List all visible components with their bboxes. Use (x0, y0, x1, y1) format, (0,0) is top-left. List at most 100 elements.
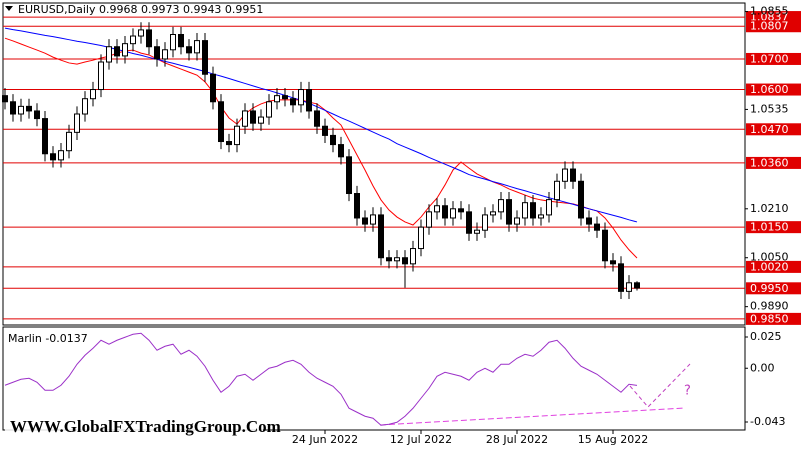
level-label: 1.0700 (750, 52, 789, 65)
candle-body (274, 95, 280, 103)
level-label: 0.9950 (750, 282, 789, 295)
candle-body (26, 105, 32, 112)
level-label-box (746, 11, 801, 24)
candle-body (314, 110, 320, 127)
candle-body (114, 46, 120, 57)
candle-body (490, 211, 496, 216)
y-tick-label: 1.0535 (750, 102, 789, 115)
candle-body (522, 202, 528, 219)
candle-body (98, 61, 104, 91)
level-label-box (746, 260, 801, 273)
indicator-line (4, 332, 638, 426)
candle-body (594, 223, 600, 231)
candle-body (18, 105, 24, 115)
candle-body (218, 101, 224, 143)
support-trendline (379, 407, 686, 426)
candle-body (306, 89, 312, 112)
candle-body (202, 40, 208, 75)
candle-body (354, 193, 360, 219)
candle-body (250, 110, 256, 124)
watermark-bg (5, 413, 263, 441)
candle-body (346, 156, 352, 195)
x-tick-label: 15 Aug 2022 (578, 433, 648, 446)
candle-body (138, 29, 144, 37)
level-label-box (746, 52, 801, 65)
candle-body (154, 46, 160, 60)
x-tick-label: 12 Jul 2022 (390, 433, 452, 446)
candle-body (450, 208, 456, 219)
candle-body (362, 217, 368, 225)
x-tick-label: 28 Jul 2022 (486, 433, 548, 446)
candle-body (106, 46, 112, 63)
candle-body (378, 214, 384, 259)
candle-body (162, 49, 168, 60)
level-label-box (746, 20, 801, 33)
candle-body (74, 113, 80, 133)
candle-body (394, 257, 400, 262)
candle-body (10, 101, 16, 115)
candle-body (610, 260, 616, 265)
candle-body (42, 118, 48, 155)
collapse-arrow (5, 6, 13, 11)
level-label-box (746, 221, 801, 234)
candle-body (242, 110, 248, 127)
candle-body (282, 95, 288, 100)
candle-body (530, 202, 536, 219)
candle-body (122, 43, 128, 57)
candle-body (2, 95, 8, 103)
candle-body (370, 214, 376, 225)
level-label: 1.0470 (750, 123, 789, 136)
candle-body (50, 153, 56, 161)
candle-body (90, 89, 96, 100)
candle-body (226, 141, 232, 146)
y-tick-label: 0.9890 (750, 300, 789, 313)
candle-body (474, 229, 480, 234)
level-label: 0.9850 (750, 312, 789, 325)
candle-body (434, 205, 440, 213)
candle-body (554, 180, 560, 201)
candle-body (58, 150, 64, 161)
candle-body (130, 35, 136, 45)
candle-body (338, 144, 344, 158)
candle-body (418, 226, 424, 250)
level-label-box (746, 123, 801, 136)
candle-body (186, 46, 192, 54)
level-label-box (746, 312, 801, 325)
candle-body (562, 168, 568, 182)
level-label: 1.0150 (750, 221, 789, 234)
y-tick-label: 1.0050 (750, 251, 789, 264)
candle-body (442, 205, 448, 219)
candle-body (266, 101, 272, 118)
candle-body (82, 98, 88, 115)
indicator-frame (2, 326, 746, 431)
price-frame (2, 2, 746, 326)
candle-body (410, 248, 416, 265)
candle-body (290, 98, 296, 106)
y-tick-label: 0.025 (750, 330, 782, 343)
candle-body (66, 131, 72, 152)
candle-body (514, 217, 520, 225)
level-label-box (746, 83, 801, 96)
watermark: WWW.GlobalFXTradingGroup.Com (10, 417, 281, 436)
candle-body (322, 125, 328, 136)
candle-body (538, 214, 544, 219)
candle-body (258, 116, 264, 124)
level-label: 1.0600 (750, 83, 789, 96)
candle-body (386, 257, 392, 262)
level-label: 1.0360 (750, 156, 789, 169)
candle-body (194, 40, 200, 54)
candle-body (178, 33, 184, 48)
candle-body (570, 168, 576, 182)
y-tick-label: -0.043 (750, 415, 785, 428)
candle-body (298, 89, 304, 106)
indicator-title: Marlin -0.0137 (8, 332, 88, 345)
forecast-path (629, 363, 691, 408)
y-tick-label: 0.00 (750, 361, 775, 374)
y-tick-label: 1.0210 (750, 202, 789, 215)
candle-body (426, 211, 432, 228)
chart-title: EURUSD,Daily 0.9968 0.9973 0.9943 0.9951 (18, 3, 263, 16)
candle-body (330, 134, 336, 146)
candle-body (34, 110, 40, 120)
